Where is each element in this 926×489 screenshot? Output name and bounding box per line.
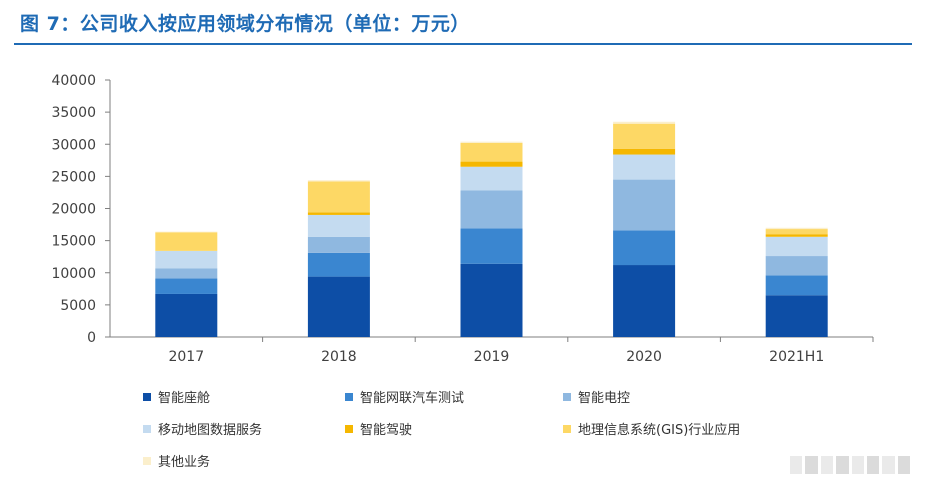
bar-segment bbox=[460, 166, 523, 191]
bar-segment bbox=[460, 228, 523, 264]
bar-segment bbox=[307, 214, 370, 237]
y-tick-label: 10000 bbox=[51, 266, 96, 282]
x-tick-label: 2017 bbox=[168, 349, 204, 365]
bar-segment bbox=[613, 148, 676, 155]
bar-segment bbox=[765, 227, 828, 230]
bar-segment bbox=[460, 142, 523, 162]
y-tick-label: 40000 bbox=[51, 73, 96, 89]
bar-segment bbox=[155, 250, 218, 269]
bar-segment bbox=[765, 256, 828, 276]
bars bbox=[155, 121, 828, 337]
title-divider bbox=[14, 43, 912, 45]
bar-segment bbox=[460, 161, 523, 167]
bar-segment bbox=[613, 121, 676, 124]
bar-segment bbox=[307, 181, 370, 213]
bar-segment bbox=[765, 236, 828, 257]
figure-title: 图 7：公司收入按应用领域分布情况（单位：万元） bbox=[20, 13, 470, 35]
x-tick-label: 2018 bbox=[321, 349, 357, 365]
y-tick-label: 5000 bbox=[60, 298, 96, 314]
y-tick-label: 35000 bbox=[51, 105, 96, 121]
bar-segment bbox=[155, 293, 218, 337]
bar-segment bbox=[765, 234, 828, 237]
x-tick-label: 2021H1 bbox=[769, 349, 824, 365]
bar-segment bbox=[307, 276, 370, 337]
y-tick-label: 25000 bbox=[51, 169, 96, 185]
bar-segment bbox=[460, 141, 523, 143]
bar-segment bbox=[613, 230, 676, 266]
bar-segment bbox=[307, 252, 370, 277]
bar-segment bbox=[155, 232, 218, 251]
bar-segment bbox=[765, 229, 828, 235]
bar-segment bbox=[155, 268, 218, 279]
x-tick-label: 2019 bbox=[474, 349, 510, 365]
bar-segment bbox=[307, 236, 370, 253]
y-tick-label: 15000 bbox=[51, 234, 96, 250]
y-tick-label: 0 bbox=[87, 330, 96, 346]
bar-segment bbox=[613, 265, 676, 337]
y-tick-label: 30000 bbox=[51, 137, 96, 153]
bar-segment bbox=[460, 190, 523, 229]
bar-segment bbox=[460, 263, 523, 337]
bar-segment bbox=[155, 231, 218, 233]
bar-segment bbox=[155, 278, 218, 294]
watermark bbox=[790, 456, 910, 474]
y-axis: 0 5000 10000 15000 20000 25000 30000 35000 40000 bbox=[51, 73, 111, 346]
bar-segment bbox=[307, 212, 370, 215]
bar-segment bbox=[765, 295, 828, 337]
bar-segment bbox=[307, 180, 370, 182]
x-axis: 2017 2018 2019 2020 2021H1 bbox=[110, 336, 874, 365]
x-tick-label: 2020 bbox=[626, 349, 662, 365]
bar-segment bbox=[765, 275, 828, 296]
bar-segment bbox=[613, 123, 676, 149]
bar-segment bbox=[613, 179, 676, 231]
bar-segment bbox=[613, 154, 676, 180]
y-tick-label: 20000 bbox=[51, 202, 96, 218]
